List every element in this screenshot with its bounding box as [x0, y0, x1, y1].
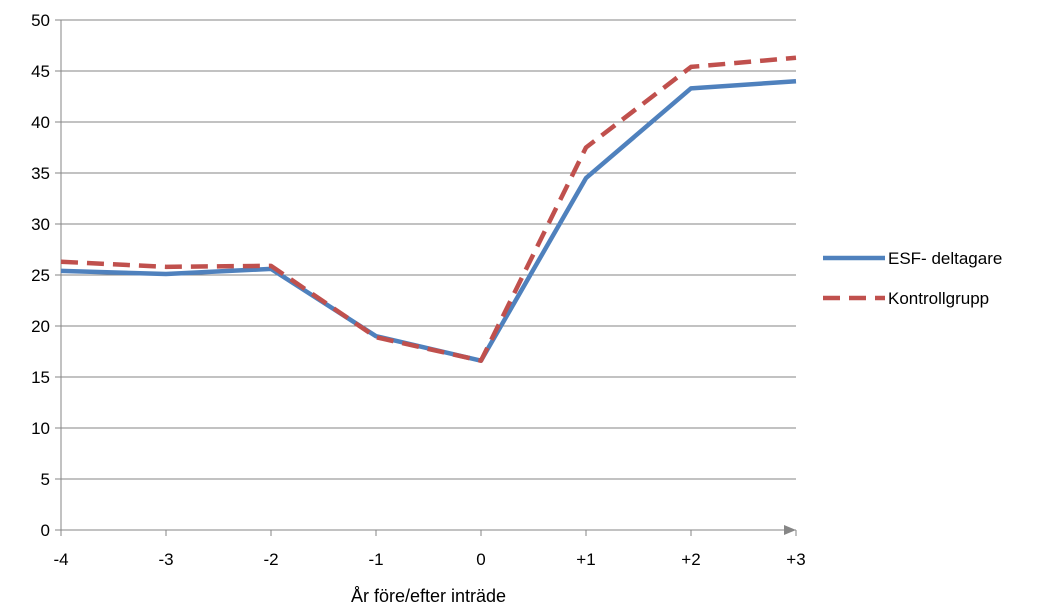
x-tick-label: 0	[476, 550, 485, 569]
series-lines	[60, 55, 797, 363]
x-tick-label: +3	[786, 550, 805, 569]
y-tick-label: 20	[31, 317, 50, 336]
series-line-1	[60, 78, 797, 363]
x-axis-title: År före/efter inträde	[351, 586, 506, 606]
y-tick-label: 40	[31, 113, 50, 132]
y-tick-label: 10	[31, 419, 50, 438]
y-tick-label: 25	[31, 266, 50, 285]
legend-label-2: Kontrollgrupp	[888, 289, 989, 308]
x-tick-label: -4	[53, 550, 68, 569]
y-tick-label: 15	[31, 368, 50, 387]
x-axis-arrow	[784, 525, 796, 535]
y-tick-label: 5	[41, 470, 50, 489]
legend: ESF- deltagare Kontrollgrupp	[823, 249, 1002, 308]
legend-label-1: ESF- deltagare	[888, 249, 1002, 268]
y-tick-label: 45	[31, 62, 50, 81]
y-axis-tick-labels: 0 5 10 15 20 25 30 35 40 45 50	[31, 11, 50, 540]
x-tick-label: -1	[368, 550, 383, 569]
series-line-2	[60, 55, 797, 363]
x-tick-label: -2	[263, 550, 278, 569]
y-tick-label: 50	[31, 11, 50, 30]
y-tick-label: 0	[41, 521, 50, 540]
gridlines	[61, 19, 796, 480]
x-tick-label: +2	[681, 550, 700, 569]
x-axis-tick-labels: -4 -3 -2 -1 0 +1 +2 +3	[53, 550, 805, 569]
y-tick-label: 30	[31, 215, 50, 234]
x-tick-label: +1	[576, 550, 595, 569]
axes	[55, 19, 797, 536]
y-tick-label: 35	[31, 164, 50, 183]
x-tick-label: -3	[158, 550, 173, 569]
